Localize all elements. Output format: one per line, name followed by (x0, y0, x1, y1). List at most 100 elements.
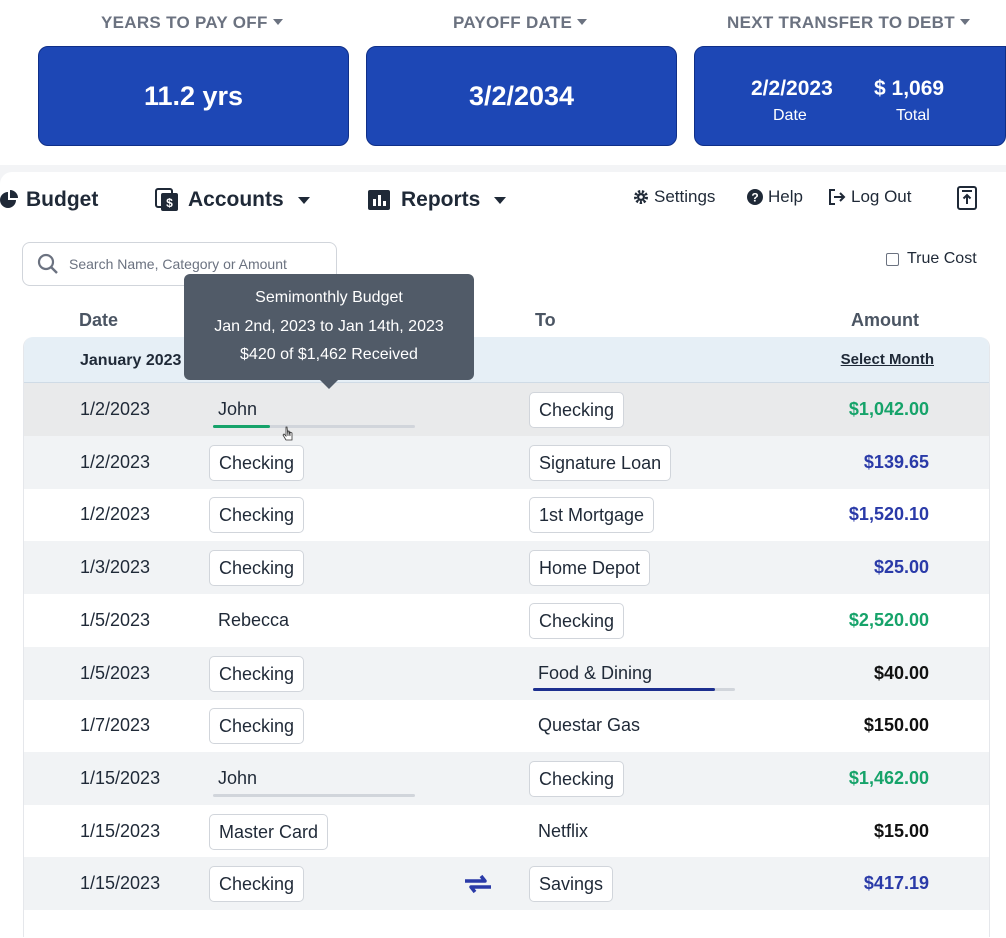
row-to-account[interactable]: Checking (529, 602, 625, 639)
row-amount: $25.00 (873, 557, 929, 578)
transactions-table: January 2023 Select Month 1/2/2023 John Ch… (23, 337, 990, 937)
nav-logout[interactable]: Log Out (828, 187, 912, 207)
to-progress-bar (533, 687, 735, 691)
row-from-account[interactable]: Checking (209, 866, 305, 903)
export-button[interactable] (957, 186, 977, 215)
month-header: January 2023 Select Month (24, 337, 989, 383)
next-transfer-card: 2/2/2023 Date $ 1,069 Total (694, 46, 1006, 146)
nav-accounts-label: Accounts (188, 188, 284, 211)
row-from-account[interactable]: Master Card (209, 813, 329, 850)
row-amount: $2,520.00 (848, 609, 929, 630)
tooltip-range: Jan 2nd, 2023 to Jan 14th, 2023 (214, 317, 444, 335)
column-header-date[interactable]: Date (79, 310, 119, 330)
table-row[interactable]: 1/3/2023 Checking Home Depot $25.00 (24, 541, 989, 595)
bar-chart-icon (368, 190, 390, 210)
payoff-date-card: 3/2/2034 (366, 46, 677, 146)
row-date: 1/15/2023 (80, 767, 161, 788)
caret-down-icon (494, 196, 507, 204)
row-to-account[interactable]: Questar Gas (538, 715, 641, 736)
stats-bar: YEARS TO PAY OFF PAYOFF DATE NEXT TRANSF… (0, 0, 1006, 160)
caret-down-icon (297, 196, 310, 204)
row-to-account[interactable]: 1st Mortgage (529, 497, 655, 534)
row-amount: $417.19 (863, 873, 929, 894)
row-from-account[interactable]: Rebecca (218, 609, 290, 630)
table-row[interactable]: 1/15/2023 Master Card Netflix $15.00 (24, 805, 989, 858)
main-nav: Budget $ Accounts Reports (0, 180, 1006, 224)
nav-settings[interactable]: Settings (633, 187, 715, 207)
row-date: 1/3/2023 (80, 557, 151, 578)
row-from-account[interactable]: Checking (209, 655, 305, 692)
row-amount: $150.00 (863, 715, 929, 736)
years-to-pay-off-value: 11.2 yrs (143, 81, 244, 111)
table-row[interactable]: 1/15/2023 Checking Savings $417.19 (24, 857, 989, 911)
table-row[interactable]: 1/5/2023 Rebecca Checking $2,520.00 (24, 594, 989, 647)
table-row[interactable]: 1/15/2023 John Checking $1,462.00 (24, 751, 989, 805)
swap-arrows-icon (465, 875, 491, 894)
row-date: 1/2/2023 (80, 399, 151, 419)
next-transfer-label: NEXT TRANSFER TO DEBT (727, 13, 955, 32)
logout-icon (829, 189, 846, 205)
caret-down-icon (577, 18, 588, 25)
row-amount: $139.65 (863, 451, 929, 472)
row-from-account[interactable]: John (218, 399, 258, 419)
true-cost-toggle[interactable]: True Cost (886, 250, 977, 268)
table-row[interactable]: 1/2/2023 John Checking $1,042.00 (24, 383, 989, 436)
row-to-account[interactable]: Signature Loan (529, 444, 672, 481)
row-from-account[interactable]: Checking (209, 550, 305, 587)
row-date: 1/5/2023 (80, 609, 151, 630)
table-row[interactable]: 1/2/2023 Checking Signature Loan $139.65 (24, 435, 989, 489)
next-transfer-dropdown[interactable]: NEXT TRANSFER TO DEBT (727, 13, 970, 33)
payoff-date-dropdown[interactable]: PAYOFF DATE (453, 13, 588, 33)
row-amount: $1,042.00 (848, 399, 929, 419)
row-amount: $1,520.10 (848, 504, 929, 525)
column-header-amount[interactable]: Amount (851, 310, 919, 330)
payoff-date-value: 3/2/2034 (468, 81, 575, 111)
years-to-pay-off-card: 11.2 yrs (38, 46, 349, 146)
row-to-account[interactable]: Food & Dining (538, 662, 653, 683)
row-amount: $1,462.00 (848, 767, 929, 788)
years-to-pay-off-label: YEARS TO PAY OFF (101, 13, 268, 32)
row-to-account[interactable]: Savings (529, 866, 614, 903)
row-from-account[interactable]: John (218, 767, 258, 788)
tooltip-received: $420 of $1,462 Received (240, 346, 418, 363)
years-to-pay-off-dropdown[interactable]: YEARS TO PAY OFF (101, 13, 283, 33)
nav-reports[interactable]: Reports (368, 188, 507, 212)
month-label: January 2023 (80, 352, 182, 369)
nav-help[interactable]: ? Help (747, 187, 803, 207)
table-row[interactable]: 1/7/2023 Checking Questar Gas $150.00 (24, 699, 989, 752)
row-to-account[interactable]: Netflix (538, 820, 589, 841)
table-row[interactable]: 1/2/2023 Checking 1st Mortgage $1,520.10 (24, 488, 989, 541)
row-from-account[interactable]: Checking (209, 497, 305, 534)
row-to-account[interactable]: Checking (529, 392, 625, 428)
gear-icon (634, 190, 648, 204)
true-cost-checkbox[interactable] (886, 252, 899, 266)
row-to-account[interactable]: Checking (529, 760, 625, 797)
row-from-account[interactable]: Checking (209, 708, 305, 745)
budget-tooltip: Semimonthly Budget Jan 2nd, 2023 to Jan … (184, 274, 474, 389)
nav-budget[interactable]: Budget (0, 188, 98, 212)
select-month-link[interactable]: Select Month (840, 351, 934, 368)
row-date: 1/7/2023 (80, 715, 151, 736)
to-progress-fill (533, 687, 715, 691)
nav-accounts[interactable]: $ Accounts (155, 188, 310, 212)
upload-file-icon (957, 186, 977, 210)
column-header-to[interactable]: To (535, 310, 556, 330)
row-from-account[interactable]: Checking (209, 444, 305, 481)
true-cost-label: True Cost (907, 250, 977, 267)
search-icon (37, 253, 58, 274)
pie-chart-icon (0, 190, 18, 208)
next-transfer-total-value: $ 1,069 (874, 77, 945, 100)
payoff-date-label: PAYOFF DATE (453, 13, 573, 32)
cursor-icon (282, 426, 293, 441)
row-to-account[interactable]: Home Depot (529, 550, 651, 587)
search-input[interactable] (69, 256, 319, 272)
row-date: 1/5/2023 (80, 662, 151, 683)
row-date: 1/15/2023 (80, 820, 161, 841)
nav-help-label: Help (768, 187, 803, 206)
nav-settings-label: Settings (654, 187, 716, 206)
table-row[interactable]: 1/5/2023 Checking Food & Dining $40.00 (24, 646, 989, 700)
from-progress-bar (213, 793, 415, 797)
caret-down-icon (272, 18, 283, 25)
next-transfer-total-label: Total (896, 107, 930, 124)
row-date: 1/2/2023 (80, 504, 151, 525)
